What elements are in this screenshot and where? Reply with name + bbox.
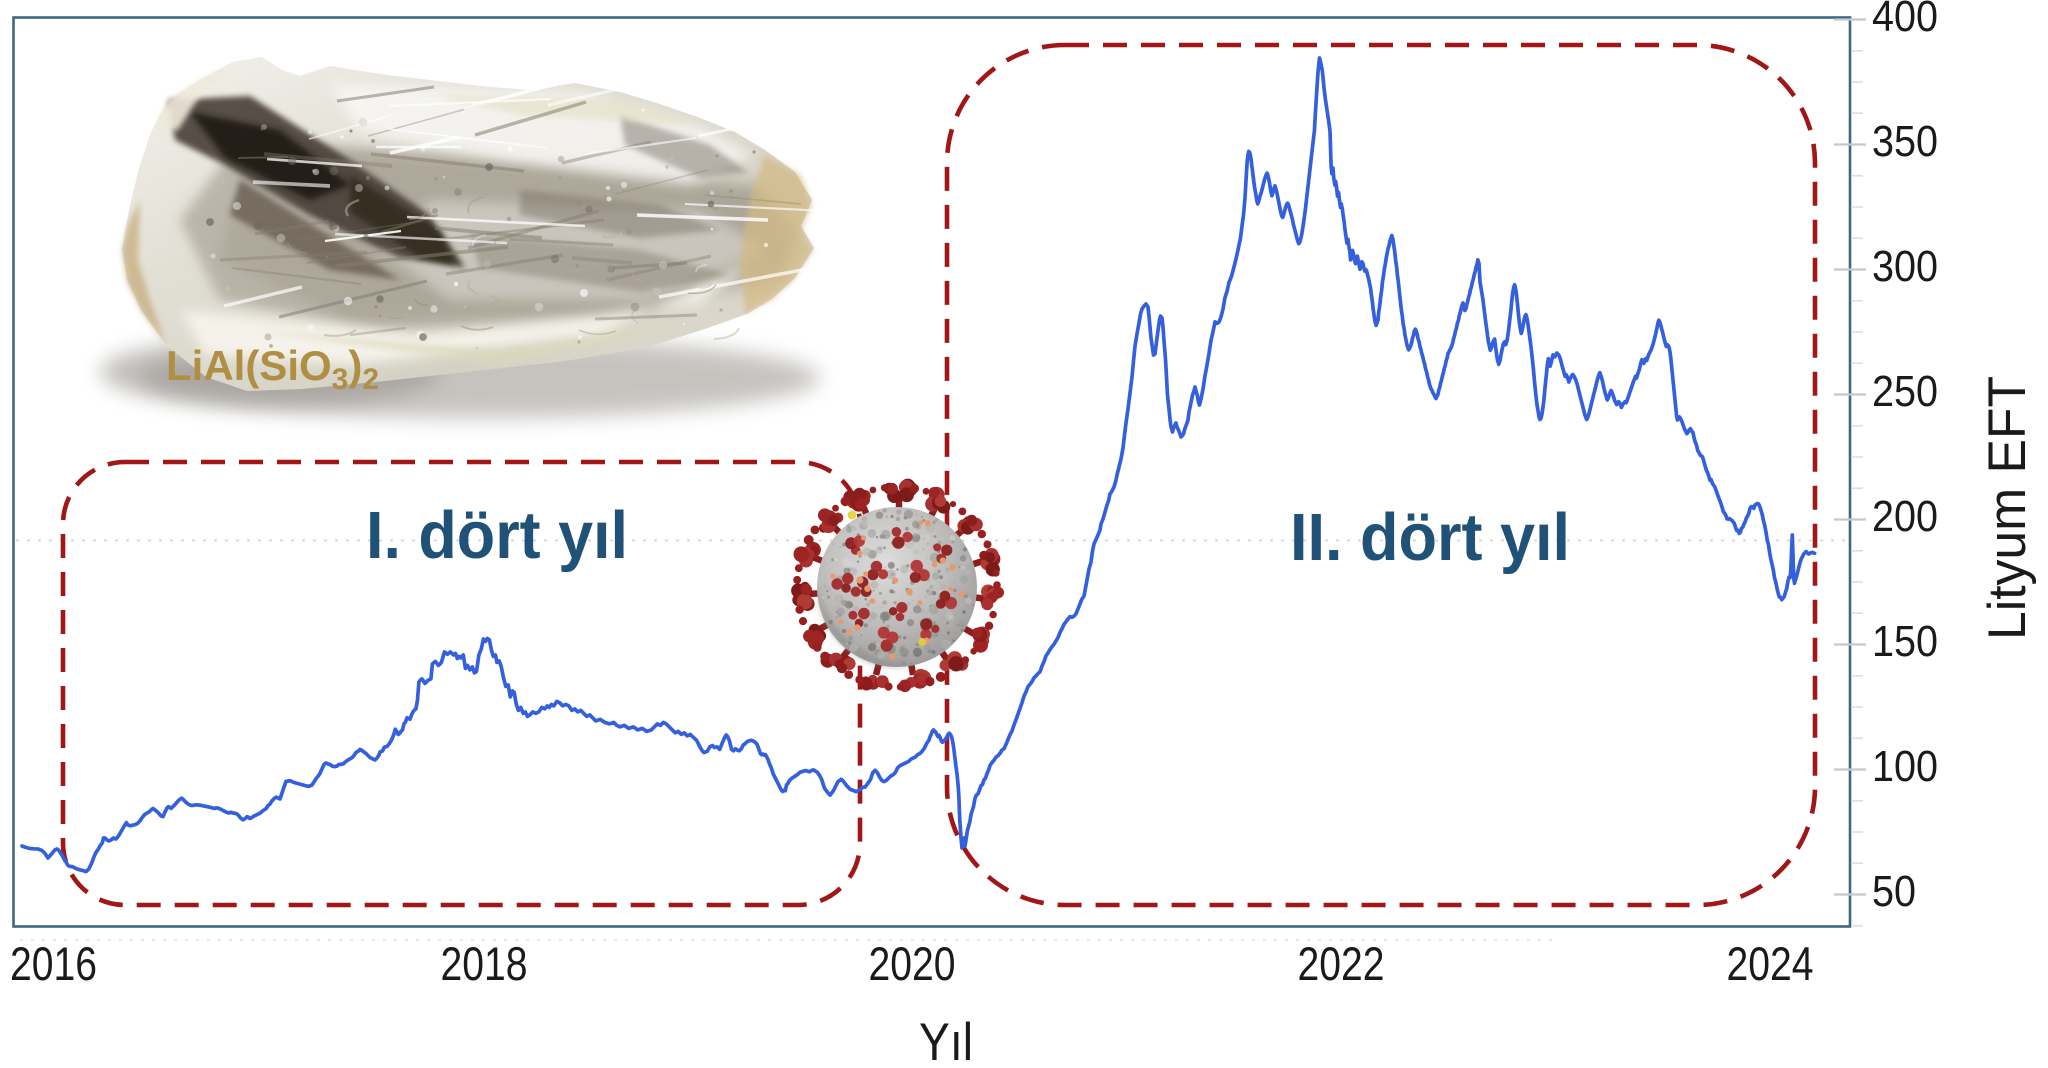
svg-text:150: 150 [1872, 617, 1938, 666]
svg-text:2024: 2024 [1727, 937, 1814, 990]
svg-text:200: 200 [1872, 492, 1938, 541]
svg-text:50: 50 [1872, 867, 1916, 916]
svg-text:2022: 2022 [1298, 937, 1385, 990]
svg-text:400: 400 [1872, 0, 1938, 41]
svg-text:I. dört yıl: I. dört yıl [366, 498, 628, 573]
svg-text:2018: 2018 [441, 937, 528, 990]
svg-text:II. dört yıl: II. dört yıl [1290, 500, 1570, 575]
svg-text:Lityum EFT: Lityum EFT [1978, 376, 2037, 640]
svg-text:350: 350 [1872, 117, 1938, 166]
svg-text:100: 100 [1872, 742, 1938, 791]
svg-text:250: 250 [1872, 367, 1938, 416]
svg-text:Yıl: Yıl [919, 1013, 973, 1068]
svg-text:2020: 2020 [869, 937, 956, 990]
svg-text:300: 300 [1872, 242, 1938, 291]
svg-text:2016: 2016 [10, 937, 97, 990]
